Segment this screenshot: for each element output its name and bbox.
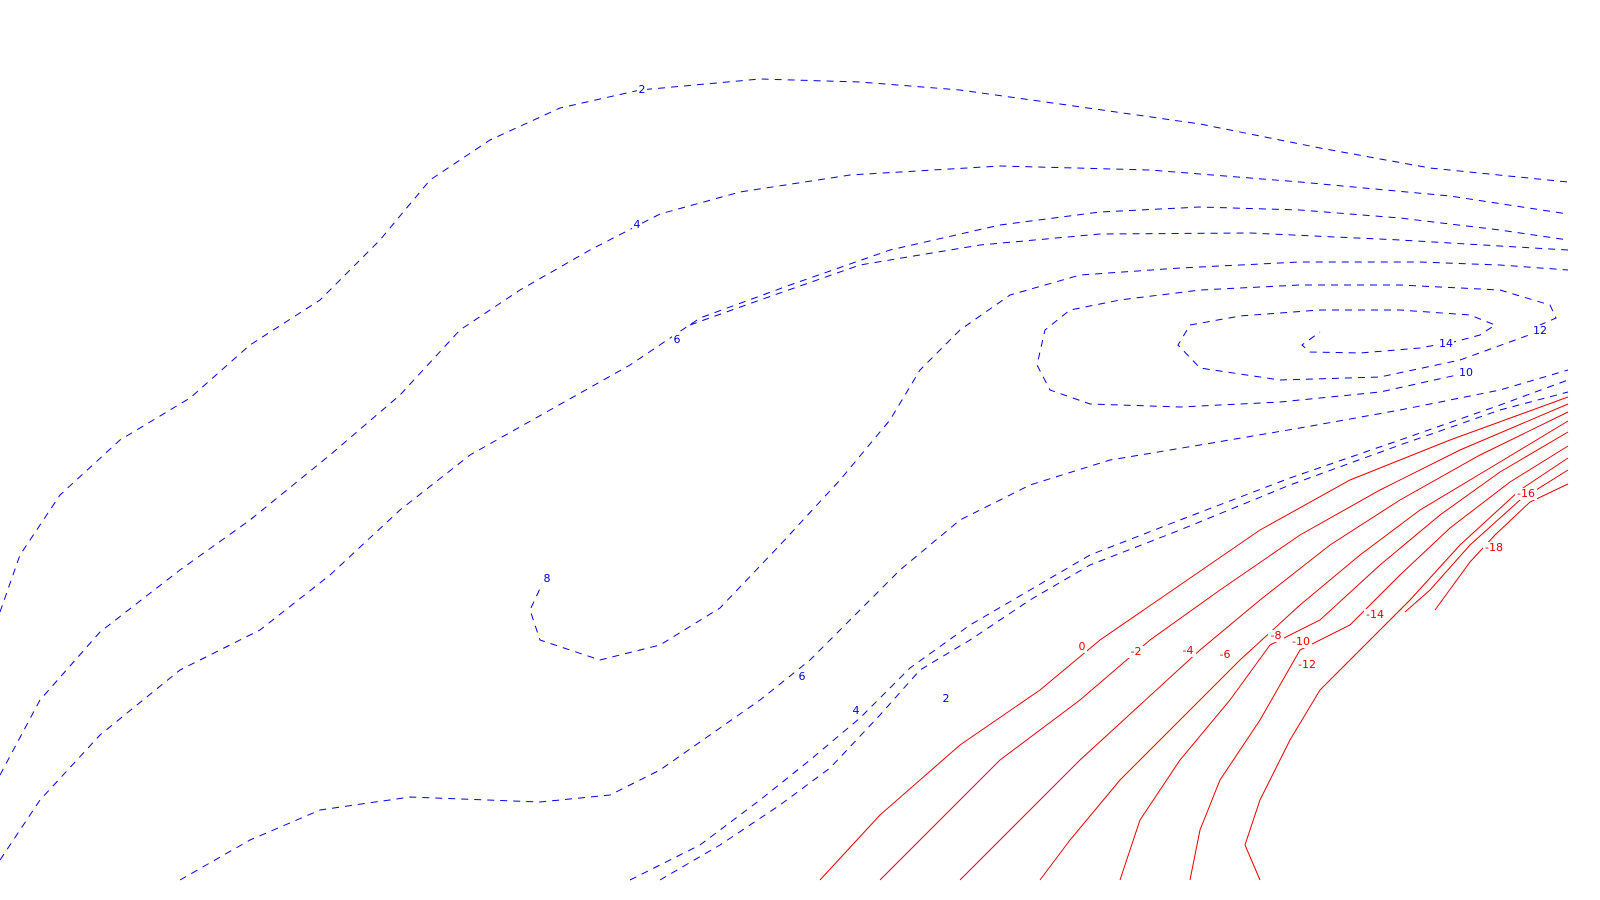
contour-label: -4 [1183,644,1194,657]
contour-label-bg [1515,488,1537,500]
contour-label: 6 [674,333,681,346]
contour-label: 14 [1439,337,1453,350]
contour-label-bg [632,219,642,231]
contour-label-bg [672,334,682,346]
contour-line [529,261,1569,661]
contour-level-minus-16: -16 [1434,483,1569,611]
contour-level-minus-2: -2 [879,403,1569,881]
contour-label-bg [1458,367,1474,379]
contour-label-bg [1483,542,1505,554]
contour-label: 12 [1533,324,1547,337]
contour-line [959,411,1569,881]
contour-label-bg [1532,325,1548,337]
contour-level-minus-8: -8 [1119,431,1569,881]
contour-label: -16 [1517,487,1535,500]
contour-line [1119,431,1569,881]
contour-line [0,165,1569,776]
contour-line [879,403,1569,881]
contour-label-bg [941,693,951,705]
contour-line [819,396,1569,881]
contour-label-bg [1438,338,1454,350]
contour-label-bg [637,84,647,96]
contour-level-minus-18: -18 [1483,541,1505,554]
contour-label: -6 [1220,648,1231,661]
contour-label-bg [1217,649,1233,661]
contour-label: 6 [799,670,806,683]
contour-label: 8 [544,572,551,585]
contour-level-2: 22 [0,78,1569,881]
contour-label: -8 [1271,629,1282,642]
contour-label: 4 [634,218,641,231]
contour-label-bg [851,705,861,717]
contour-line [1434,483,1569,611]
contour-label: -10 [1292,635,1310,648]
contour-label: 4 [853,704,860,717]
contour-line [1301,331,1447,354]
contour-label: -2 [1131,645,1142,658]
contour-label-bg [1180,645,1196,657]
contour-label-bg [1268,630,1284,642]
contour-level-12: 12 [1177,309,1548,381]
contour-level-minus-6: -6 [1039,420,1569,881]
contour-line [179,369,1569,881]
contour-label: 2 [943,692,950,705]
contour-label: -14 [1366,608,1384,621]
contour-label-bg [1290,636,1312,648]
contour-label: -12 [1298,658,1316,671]
contour-level-8: 8 [529,261,1569,661]
contour-label-bg [1364,609,1386,621]
contour-level-4: 44 [0,165,1569,881]
contour-label: 2 [639,83,646,96]
contour-label: -18 [1485,541,1503,554]
contour-label-bg [1077,641,1087,653]
contour-label-bg [1128,646,1144,658]
contour-label-bg [797,671,807,683]
contour-line [1036,284,1557,408]
contour-level-0: 0 [819,396,1569,881]
contour-line [1244,457,1569,881]
contour-line [629,379,1569,881]
contour-line [1177,309,1541,381]
contour-label-bg [542,573,552,585]
contour-level-minus-14: -14 [1364,469,1569,621]
contour-line [0,206,1569,861]
contour-label: 0 [1079,640,1086,653]
contour-line [1039,420,1569,881]
contour-level-minus-4: -4 [959,411,1569,881]
contour-line [689,232,1569,326]
contour-level-10: 10 [1036,284,1557,408]
contour-label: 10 [1459,366,1473,379]
contour-label-bg [1296,659,1318,671]
contour-line [0,78,1569,613]
contour-level-minus-12: -12 [1244,457,1569,881]
contour-level-6: 66 [179,232,1569,881]
contour-level-minus-10: -10 [1189,445,1569,881]
contour-line [659,391,1569,881]
contour-level-14: 14 [1301,331,1454,354]
contour-line [1189,445,1569,881]
